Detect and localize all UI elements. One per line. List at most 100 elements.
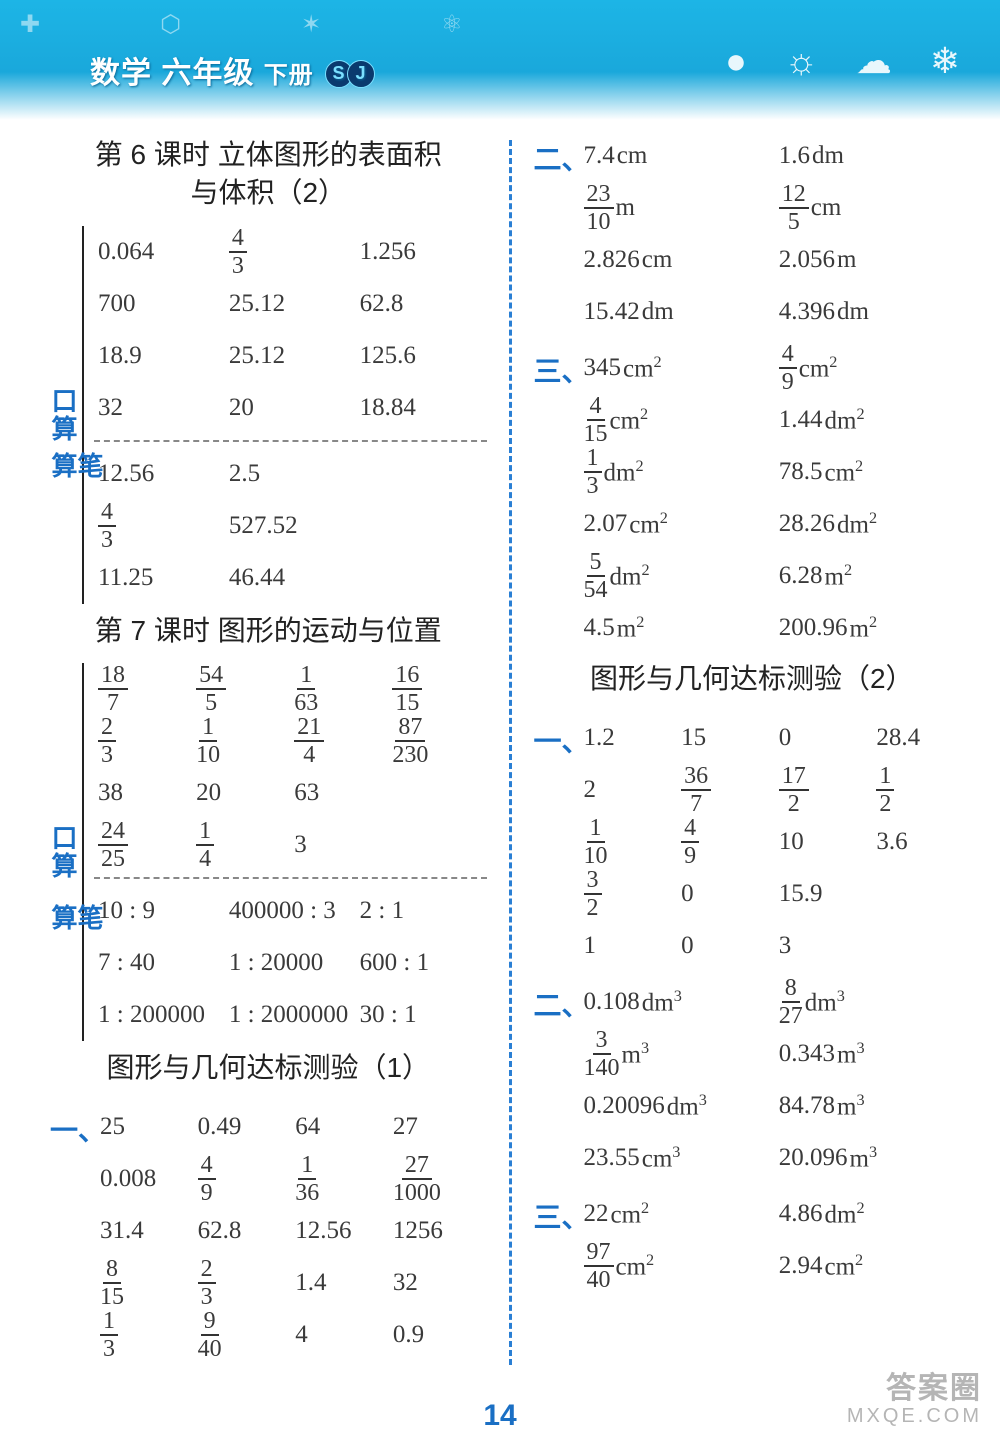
answer-cell: 125.6 (356, 330, 487, 382)
dash-sep (94, 877, 487, 879)
test2-title: 图形与几何达标测验（2） (534, 660, 971, 698)
t1-sec2-grid: 7.4cm1.6dm2310m125cm2.826cm2.056m15.42dm… (580, 130, 971, 338)
answer-cell: 545 (192, 663, 290, 715)
answer-cell: 2.5 (225, 448, 356, 500)
answer-cell: 3 (290, 819, 388, 871)
answer-cell: 9740cm2 (580, 1240, 775, 1292)
answer-cell: 7 : 40 (94, 937, 225, 989)
answer-cell: 940 (194, 1309, 292, 1361)
answer-cell: 110 (580, 816, 678, 868)
answer-cell: 12 (872, 764, 970, 816)
answer-cell: 4.86dm2 (775, 1188, 970, 1240)
answer-cell: 1.4 (291, 1257, 389, 1309)
answer-cell: 62.8 (356, 278, 487, 330)
answer-cell: 23 (194, 1257, 292, 1309)
answer-cell: 110 (192, 715, 290, 767)
title-prefix: 数学 六年级 (90, 57, 254, 90)
answer-cell: 1 : 2000000 (225, 989, 356, 1041)
answer-cell: 2.94cm2 (775, 1240, 970, 1292)
answer-cell (388, 767, 486, 819)
answer-cell: 62.8 (194, 1205, 292, 1257)
answer-cell: 13dm2 (580, 446, 775, 498)
bisuan-label: 笔算 (50, 452, 108, 480)
l6-kousuan-block: 口算 0.064431.25670025.1262.818.925.12125.… (50, 226, 487, 604)
answer-cell: 10 (775, 816, 873, 868)
answer-cell: 1.256 (356, 226, 487, 278)
answer-cell: 600 : 1 (356, 937, 487, 989)
book-title: 数学 六年级 下册 S J (90, 48, 375, 92)
t1-grid: 250.4964270.0084913627100031.462.812.561… (96, 1101, 487, 1361)
left-column: 第 6 课时 立体图形的表面积 与体积（2） 口算 0.064431.25670… (50, 130, 509, 1365)
answer-cell (356, 500, 487, 552)
edition-badge: S J (331, 60, 375, 88)
answer-cell: 31.4 (96, 1205, 194, 1257)
content: 第 6 课时 立体图形的表面积 与体积（2） 口算 0.064431.25670… (0, 120, 1000, 1375)
answer-cell: 1 : 20000 (225, 937, 356, 989)
answer-cell: 2.056m (775, 234, 970, 286)
answer-cell: 13 (96, 1309, 194, 1361)
watermark-line2: MXQE.COM (847, 1405, 982, 1427)
answer-cell: 0 (677, 920, 775, 972)
answer-cell: 15.42dm (580, 286, 775, 338)
answer-cell: 43 (225, 226, 356, 278)
answer-cell: 15 (677, 712, 775, 764)
answer-cell: 23.55cm3 (580, 1132, 775, 1184)
answer-cell: 0.49 (194, 1101, 292, 1153)
answer-cell: 0 (677, 868, 775, 920)
header-icons: ● ☼ ☁ ❄ (725, 40, 960, 82)
answer-cell: 554dm2 (580, 550, 775, 602)
answer-cell: 28.4 (872, 712, 970, 764)
l6-kousuan-grid: 0.064431.25670025.1262.818.925.12125.632… (94, 226, 487, 434)
answer-cell: 10 : 9 (94, 885, 225, 937)
answer-cell: 0.064 (94, 226, 225, 278)
sun-icon: ☼ (785, 40, 818, 82)
l7-kousuan-block: 口算 1875451631615231102148723038206324251… (50, 663, 487, 1041)
answer-cell: 2.826cm (580, 234, 775, 286)
answer-cell: 63 (290, 767, 388, 819)
answer-cell: 214 (290, 715, 388, 767)
answer-cell: 32 (94, 382, 225, 434)
snow-icon: ❄ (930, 40, 960, 82)
answer-cell: 0.108dm3 (580, 976, 775, 1028)
lesson7-title: 第 7 课时 图形的运动与位置 (50, 612, 487, 650)
dash-sep (94, 440, 487, 442)
answer-cell: 136 (291, 1153, 389, 1205)
answer-cell: 64 (291, 1101, 389, 1153)
t2-sec1-grid: 1.215028.423671721211049103.632015.9103 (580, 712, 971, 972)
answer-cell: 4 (291, 1309, 389, 1361)
answer-cell: 38 (94, 767, 192, 819)
answer-cell: 345cm2 (580, 342, 775, 394)
t2-sec1: 一、 1.215028.423671721211049103.632015.91… (534, 712, 971, 972)
answer-cell: 15.9 (775, 868, 873, 920)
answer-cell: 20 (192, 767, 290, 819)
sec-marker: 三、 (534, 342, 580, 654)
answer-cell: 23 (94, 715, 192, 767)
answer-cell: 84.78m3 (775, 1080, 970, 1132)
answer-cell: 25.12 (225, 330, 356, 382)
answer-cell: 3 (775, 920, 873, 972)
lesson6-title-b: 与体积（2） (50, 174, 487, 212)
sec-marker: 二、 (534, 130, 580, 338)
answer-cell (356, 552, 487, 604)
answer-cell: 415cm2 (580, 394, 775, 446)
answer-cell: 172 (775, 764, 873, 816)
answer-cell: 827dm3 (775, 976, 970, 1028)
answer-cell: 3140m3 (580, 1028, 775, 1080)
answer-cell (356, 448, 487, 500)
answer-cell: 20.096m3 (775, 1132, 970, 1184)
answer-cell (388, 819, 486, 871)
answer-cell: 0 (775, 712, 873, 764)
answer-cell: 49 (677, 816, 775, 868)
answer-cell: 28.26dm2 (775, 498, 970, 550)
t2-sec3-grid: 22cm24.86dm29740cm22.94cm2 (580, 1188, 971, 1292)
cloud-icon: ☁ (856, 40, 892, 82)
t2-sec2: 二、 0.108dm3827dm33140m30.343m30.20096dm3… (534, 976, 971, 1184)
answer-cell: 1.44dm2 (775, 394, 970, 446)
t1-sec3-grid: 345cm249cm2415cm21.44dm213dm278.5cm22.07… (580, 342, 971, 654)
answer-cell: 46.44 (225, 552, 356, 604)
answer-cell: 0.20096dm3 (580, 1080, 775, 1132)
answer-cell: 1256 (389, 1205, 487, 1257)
test1-title: 图形与几何达标测验（1） (50, 1049, 487, 1087)
answer-cell: 49cm2 (775, 342, 970, 394)
answer-cell: 527.52 (225, 500, 356, 552)
